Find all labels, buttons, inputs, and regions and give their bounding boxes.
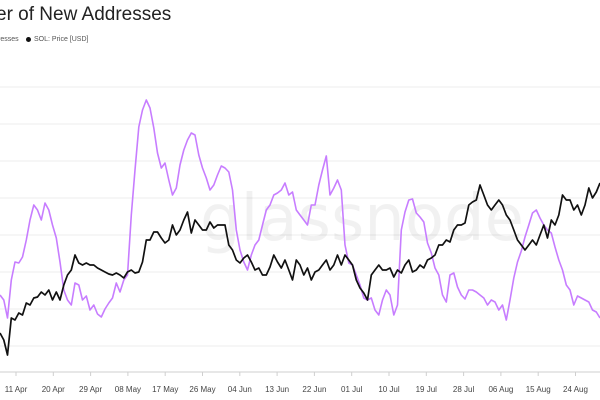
- x-tick-label-6: 04 Jun: [228, 385, 252, 394]
- x-tick-label-8: 22 Jun: [302, 385, 326, 394]
- x-tick-label-1: 20 Apr: [42, 385, 65, 394]
- chart-title: er of New Addresses: [0, 4, 172, 25]
- legend-label-new-addresses: resses: [0, 36, 19, 43]
- series-lines: [0, 99, 600, 356]
- series-line-new-addresses: [0, 99, 600, 321]
- legend-item-sol-price[interactable]: SOL: Price [USD]: [26, 36, 88, 43]
- x-tick-label-12: 28 Jul: [453, 385, 475, 394]
- legend-item-new-addresses[interactable]: resses: [0, 36, 19, 43]
- watermark: glassnode: [200, 182, 524, 256]
- x-tick-label-4: 17 May: [152, 385, 178, 394]
- x-tick-label-13: 06 Aug: [488, 385, 513, 394]
- x-axis-ticks: 11 Apr 20 Apr 29 Apr 08 May 17 May 26 May 04 J…: [5, 372, 588, 394]
- x-tick-label-10: 10 Jul: [378, 385, 400, 394]
- x-tick-label-14: 15 Aug: [526, 385, 551, 394]
- x-tick-label-5: 26 May: [189, 385, 215, 394]
- gridlines: [0, 86, 600, 373]
- legend-label-sol-price: SOL: Price [USD]: [34, 36, 89, 43]
- x-tick-label-9: 01 Jul: [341, 385, 363, 394]
- x-tick-label-11: 19 Jul: [416, 385, 438, 394]
- legend-dot-sol-price: [26, 37, 31, 42]
- x-tick-label-7: 13 Jun: [265, 385, 289, 394]
- x-tick-label-15: 24 Aug: [563, 385, 588, 394]
- series-line-sol-price: [0, 182, 600, 356]
- x-tick-label-2: 29 Apr: [79, 385, 102, 394]
- x-tick-label-3: 08 May: [115, 385, 141, 394]
- x-tick-label-0: 11 Apr: [5, 385, 28, 394]
